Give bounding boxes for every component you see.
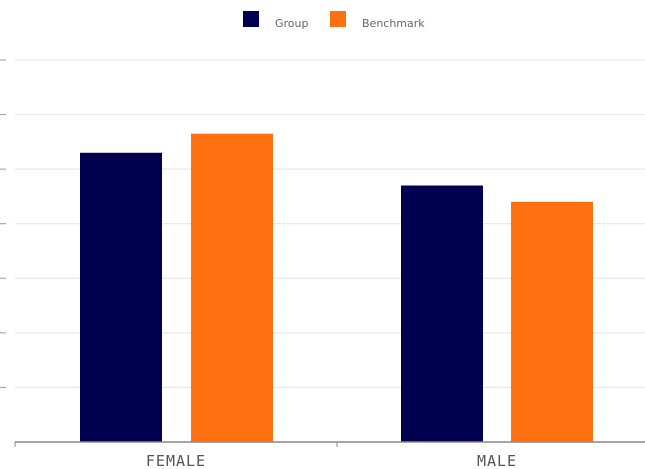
bar-group-male bbox=[401, 185, 483, 442]
legend-label-group: Group bbox=[275, 17, 309, 30]
legend: Group Benchmark bbox=[243, 11, 425, 30]
bar-benchmark-male bbox=[511, 201, 593, 442]
legend-label-benchmark: Benchmark bbox=[362, 17, 425, 30]
x-axis bbox=[14, 441, 645, 447]
bar-benchmark-female bbox=[191, 133, 273, 442]
bar-group-female bbox=[80, 152, 162, 442]
legend-swatch-group bbox=[243, 11, 259, 27]
bars bbox=[80, 133, 593, 442]
x-tick-label-female: FEMALE bbox=[146, 452, 206, 469]
legend-swatch-benchmark bbox=[330, 11, 346, 27]
x-tick-labels: FEMALE MALE bbox=[146, 452, 517, 469]
x-tick-label-male: MALE bbox=[477, 452, 517, 469]
